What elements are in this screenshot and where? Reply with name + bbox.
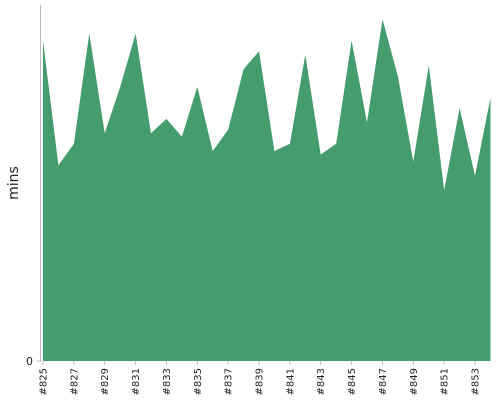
- y-axis-label: mins: [6, 166, 22, 200]
- x-tick-label: #841: [285, 368, 296, 395]
- x-tick-label: #849: [409, 368, 420, 395]
- x-tick-label: #853: [471, 368, 482, 395]
- x-tick-label: #837: [224, 368, 235, 395]
- y-tick-label: 0: [26, 355, 33, 368]
- x-tick-label: #851: [440, 368, 451, 395]
- x-tick-label: #827: [69, 368, 80, 395]
- x-tick-label: #847: [378, 368, 389, 395]
- x-tick-label: #835: [193, 368, 204, 395]
- x-tick-label: #839: [255, 368, 266, 395]
- area: [43, 19, 491, 361]
- x-tick-label: #845: [347, 368, 358, 395]
- x-tick-label: #825: [39, 368, 50, 395]
- x-tick-label: #843: [316, 368, 327, 395]
- x-tick-label: #833: [162, 368, 173, 395]
- x-tick-label: #829: [100, 368, 111, 395]
- x-tick-label: #831: [131, 368, 142, 395]
